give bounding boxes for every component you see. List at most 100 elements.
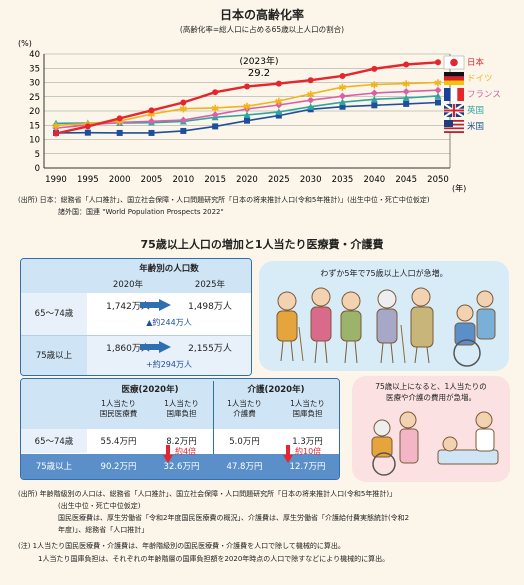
data-point	[275, 108, 283, 115]
data-point	[403, 61, 410, 68]
y-tick-label: 0	[35, 164, 40, 174]
data-point: ✱	[147, 110, 155, 121]
data-point	[370, 89, 378, 97]
elderly-people-illustration	[276, 287, 496, 367]
x-tick-label: 2020	[236, 175, 258, 185]
down-arrow-icon	[283, 445, 293, 463]
table1-diff: +約294万人	[146, 360, 192, 369]
data-point	[339, 72, 346, 79]
data-point: ✱	[370, 80, 378, 91]
table2-subcol: 1人当たり 国民医療費	[99, 399, 138, 418]
data-point	[275, 80, 282, 87]
table2-cell: 8.2万円	[166, 437, 197, 447]
data-point: ✱	[275, 97, 283, 108]
data-point	[180, 99, 187, 106]
legend-label: 米国	[467, 121, 484, 132]
table1-cell: 2,155万人	[188, 344, 232, 354]
table2-row-label: 65～74歳	[34, 437, 74, 447]
y-tick-label: 15	[29, 121, 40, 131]
x-tick-label: 1990	[45, 175, 67, 185]
y-tick-label: 5	[35, 150, 40, 160]
data-point	[84, 129, 91, 136]
table1-cell: 1,742万人	[106, 302, 150, 312]
data-point	[434, 86, 442, 94]
data-point: ✱	[338, 83, 346, 94]
data-point	[116, 129, 123, 136]
data-point	[402, 94, 410, 101]
chart-title: 日本の高齢化率	[219, 8, 304, 22]
legend-label: 英国	[467, 105, 484, 116]
data-point	[402, 88, 410, 96]
data-point	[212, 89, 219, 96]
y-tick-label: 10	[29, 136, 40, 146]
x-tick-label: 2050	[427, 175, 449, 185]
x-tick-label: 2030	[300, 175, 322, 185]
medical-care-illustration-bubble: 75歳以上になると、1人当たりの 医療や介護の費用が急増。	[352, 376, 510, 482]
down-arrow-icon	[163, 445, 173, 463]
data-point	[148, 129, 155, 136]
table1-header: 年齢別の人口数	[139, 264, 199, 274]
y-tick-label: 35	[29, 64, 40, 74]
japan-flag-icon	[443, 55, 465, 70]
ratio-medical: 約4倍	[175, 447, 197, 456]
data-point	[148, 107, 155, 114]
data-point	[371, 65, 378, 72]
data-point	[212, 123, 219, 130]
cost-table: 医療(2020年) 介護(2020年) 1人当たり 国民医療費 1人当たり 国庫…	[20, 378, 340, 480]
ratio-care: 約10倍	[295, 447, 322, 456]
table1-col-2025: 2025年	[194, 280, 226, 290]
data-point: ✱	[179, 105, 187, 116]
table2-group-care: 介護(2020年)	[247, 385, 305, 395]
data-point	[339, 92, 346, 100]
data-point	[243, 111, 251, 118]
y-axis-unit: (%)	[18, 39, 32, 48]
y-tick-label: 25	[29, 93, 40, 103]
data-point: ✱	[52, 121, 60, 132]
data-point	[180, 127, 187, 134]
legend-item: 米国	[444, 120, 484, 134]
data-point	[435, 99, 441, 106]
data-point	[116, 115, 123, 122]
data-point	[148, 117, 155, 125]
data-point: ✱	[243, 102, 251, 113]
us-flag-icon	[444, 120, 464, 134]
x-tick-label: 2035	[332, 175, 354, 185]
chart-subtitle: (高齢化率=総人口に占める65歳以上人口の割合)	[179, 25, 345, 34]
data-point	[179, 116, 187, 124]
data-point	[435, 59, 441, 66]
table2-cell: 90.2万円	[100, 462, 137, 472]
legend-label: フランス	[467, 90, 501, 100]
care-illustration	[371, 411, 499, 476]
legend-item: 英国	[443, 103, 484, 118]
x-tick-label: 2025	[268, 175, 290, 185]
data-point	[339, 103, 346, 110]
legend-label: 日本	[467, 57, 485, 68]
data-point	[339, 98, 346, 106]
note-line: 1人当たり国庫負担は、それぞれの年齢階層の国庫負担額を2020年時点の人口で除す…	[38, 555, 390, 563]
data-point	[53, 130, 59, 137]
table2-cell: 12.7万円	[289, 462, 326, 472]
france-flag-icon	[444, 88, 464, 101]
table2-cell: 55.4万円	[100, 437, 137, 447]
elderly-illustration-bubble: わずか5年で75歳以上人口が急増。	[259, 261, 509, 371]
section-title: 75歳以上人口の増加と1人当たり医療費・介護費	[140, 238, 384, 251]
data-point	[434, 92, 442, 99]
note-line: (出生中位・死亡中位仮定)	[58, 502, 141, 510]
data-point	[244, 83, 250, 90]
data-point: ✱	[115, 117, 123, 128]
x-tick-label: 2010	[173, 175, 195, 185]
table2-cell: 5.0万円	[229, 437, 260, 447]
data-point: ✱	[402, 80, 410, 91]
table1-cell: 1,498万人	[188, 302, 232, 312]
data-point	[307, 103, 315, 110]
data-point	[243, 105, 251, 113]
x-tick-label: 2045	[395, 175, 417, 185]
table2-subcol: 1人当たり 介護費	[227, 399, 262, 418]
population-table: 年齢別の人口数 2020年 2025年 65～74歳 1,742万人 1,498…	[20, 258, 252, 376]
data-point: ✱	[434, 79, 442, 90]
data-point	[403, 100, 410, 107]
y-tick-label: 30	[29, 79, 40, 89]
data-point	[84, 123, 91, 130]
legend-label: ドイツ	[467, 74, 493, 84]
